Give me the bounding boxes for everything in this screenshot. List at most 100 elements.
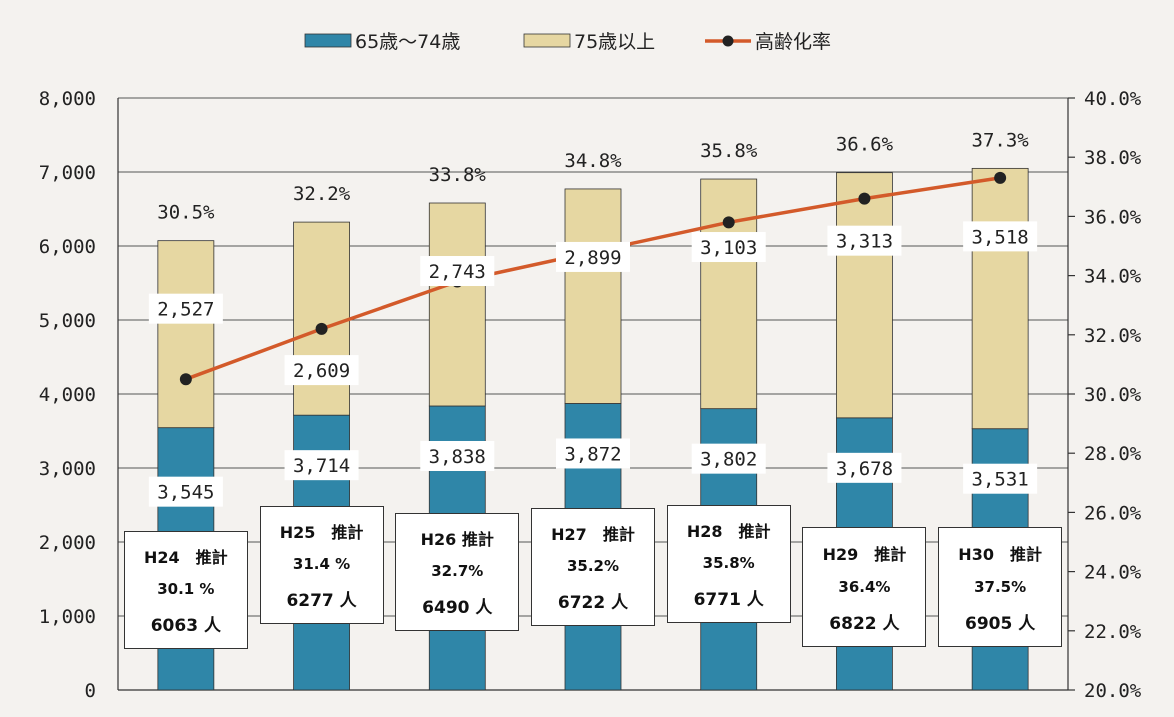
y-right-tick-label: 28.0% — [1084, 443, 1142, 465]
bar-75-plus — [428, 202, 486, 407]
estimate-rate: 36.4% — [838, 577, 891, 596]
estimate-population: 6277 人 — [286, 590, 357, 611]
y-right-tick-label: 40.0% — [1084, 88, 1142, 110]
legend-label: 高齢化率 — [755, 31, 831, 53]
label-65-74-bg — [556, 438, 630, 469]
label-75-plus: 3,313 — [836, 231, 893, 253]
bar-75-plus — [971, 167, 1029, 430]
estimate-box: H25 推計 31.4 % 6277 人 — [259, 506, 384, 624]
y-left-tick-label: 3,000 — [39, 458, 96, 480]
aging-rate-label: 33.8% — [429, 164, 487, 186]
y-left-tick-label: 1,000 — [39, 606, 96, 628]
estimate-population: 6905 人 — [965, 613, 1036, 634]
legend-label: 65歳〜74歳 — [355, 31, 460, 53]
bar-75-plus — [157, 240, 215, 429]
aging-rate-label: 37.3% — [972, 129, 1030, 151]
aging-rate-point — [722, 216, 735, 229]
label-75-plus: 3,103 — [700, 237, 757, 259]
estimate-title: H26 推計 — [420, 530, 494, 550]
label-65-74: 3,545 — [157, 482, 214, 504]
label-75-plus-bg — [963, 221, 1038, 252]
estimate-population: 6490 人 — [422, 597, 493, 618]
label-75-plus-bg — [556, 241, 630, 272]
label-65-74: 3,838 — [429, 446, 486, 468]
estimate-population: 6822 人 — [829, 613, 900, 634]
aging-rate-point — [179, 373, 192, 386]
y-right-tick-label: 32.0% — [1084, 325, 1142, 347]
label-75-plus-bg — [148, 293, 223, 324]
estimate-population: 6722 人 — [557, 592, 629, 613]
label-75-plus-bg — [827, 225, 902, 256]
label-75-plus-bg — [284, 355, 359, 386]
bar-75-plus — [564, 188, 622, 404]
label-75-plus: 3,518 — [972, 226, 1029, 248]
estimate-title: H24 推計 — [144, 548, 228, 568]
estimate-title: H25 推計 — [279, 523, 364, 543]
estimate-box: H28 推計 35.8% 6771 人 — [666, 505, 791, 623]
estimate-box: H30 推計 37.5% 6905 人 — [938, 527, 1063, 647]
aging-rate-point — [315, 322, 328, 335]
estimate-box: H29 推計 36.4% 6822 人 — [802, 527, 927, 647]
bar-75-plus — [293, 221, 350, 416]
aging-rate-label: 36.6% — [836, 134, 894, 156]
legend-label: 75歳以上 — [574, 31, 655, 53]
estimate-title: H28 推計 — [686, 522, 771, 542]
label-65-74-bg — [827, 452, 902, 483]
estimate-title: H27 推計 — [551, 525, 635, 545]
legend: 65歳〜74歳 75歳以上 高齢化率 — [304, 31, 831, 53]
estimate-box: H27 推計 35.2% 6722 人 — [531, 508, 655, 626]
y-left-tick-label: 7,000 — [39, 162, 96, 184]
estimate-rate: 35.8% — [702, 554, 755, 573]
bar-75-plus — [836, 172, 893, 419]
y-right-tick-label: 30.0% — [1084, 384, 1142, 406]
label-75-plus: 2,609 — [293, 360, 350, 382]
label-65-74: 3,802 — [700, 449, 757, 471]
y-right-tick-label: 20.0% — [1084, 680, 1142, 702]
y-left-tick-label: 5,000 — [39, 310, 96, 332]
data-labels: 3,545 2,527 30.5% 3,714 2,609 32.2% 3,838 2,743… — [148, 129, 1038, 507]
estimate-rate: 32.7% — [431, 562, 484, 581]
label-75-plus: 2,899 — [564, 247, 621, 269]
estimate-title: H29 推計 — [822, 544, 907, 564]
label-65-74: 3,678 — [836, 458, 893, 480]
y-right-tick-label: 36.0% — [1084, 206, 1142, 228]
label-75-plus-bg — [420, 256, 495, 287]
estimate-population: 6063 人 — [150, 615, 221, 636]
y-left-tick-label: 4,000 — [39, 384, 96, 406]
label-75-plus: 2,743 — [429, 261, 486, 283]
estimate-rate: 30.1 % — [157, 580, 215, 599]
label-65-74: 3,872 — [564, 443, 621, 465]
label-65-74: 3,714 — [293, 455, 350, 477]
aging-rate-label: 32.2% — [293, 183, 351, 205]
axes: 0 1,000 2,000 3,000 4,000 5,000 6,000 7,000 8,00… — [39, 88, 1142, 702]
aging-rate-label: 34.8% — [564, 150, 622, 172]
y-right-tick-label: 38.0% — [1084, 147, 1142, 169]
estimate-title: H30 推計 — [958, 544, 1042, 564]
y-left-tick-label: 8,000 — [39, 88, 96, 110]
aging-rate-label: 35.8% — [700, 140, 758, 162]
y-left-tick-label: 6,000 — [39, 236, 96, 258]
y-left-tick-label: 2,000 — [39, 532, 96, 554]
y-right-tick-label: 26.0% — [1084, 502, 1142, 524]
estimate-population: 6771 人 — [693, 589, 764, 610]
estimate-rate: 37.5% — [974, 577, 1027, 596]
label-65-74-bg — [284, 450, 359, 481]
legend-marker — [722, 35, 734, 47]
estimate-rate: 35.2% — [566, 557, 620, 576]
bar-75-plus — [700, 178, 758, 410]
label-65-74-bg — [691, 443, 766, 474]
label-75-plus-bg — [691, 232, 766, 263]
estimate-rate: 31.4 % — [292, 555, 351, 574]
y-right-tick-label: 22.0% — [1084, 621, 1142, 643]
label-75-plus: 2,527 — [157, 299, 214, 321]
y-right-tick-label: 24.0% — [1084, 562, 1142, 584]
label-65-74-bg — [148, 476, 223, 507]
estimate-box: H24 推計 30.1 % 6063 人 — [123, 531, 248, 649]
y-left-tick-label: 0 — [85, 680, 96, 702]
legend-swatch — [523, 33, 571, 48]
label-65-74-bg — [420, 440, 495, 471]
y-right-tick-label: 34.0% — [1084, 266, 1142, 288]
legend-swatch — [304, 33, 352, 48]
label-65-74: 3,531 — [972, 469, 1029, 491]
aging-rate-point — [858, 192, 871, 205]
